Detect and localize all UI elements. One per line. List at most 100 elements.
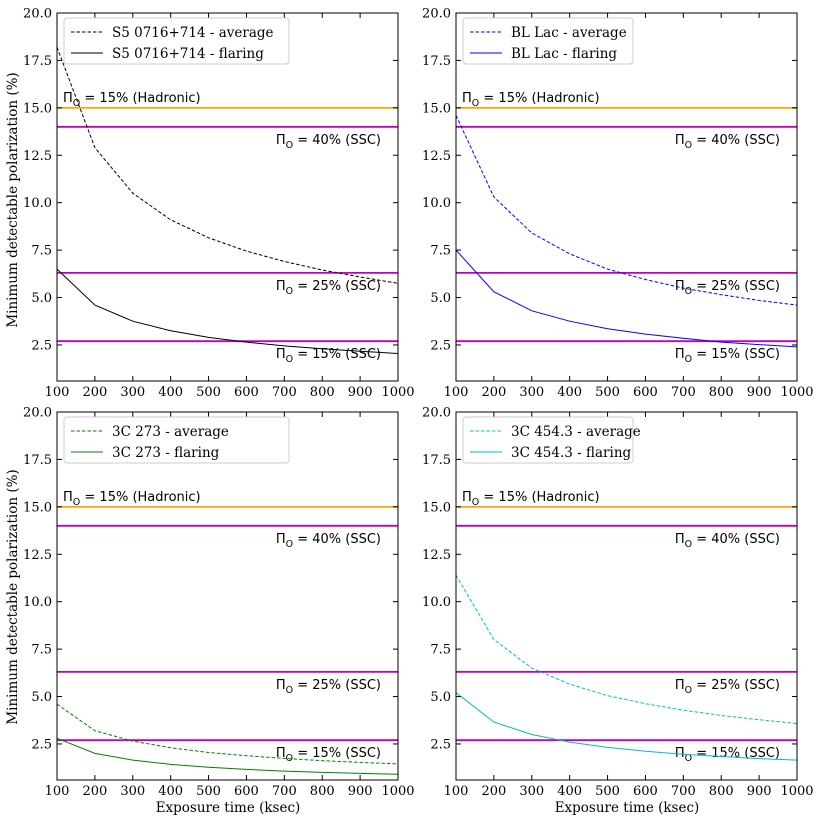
reference-label-text: = 40% (SSC) [293, 532, 381, 547]
x-tick-label: 900 [747, 784, 772, 799]
x-tick-label: 500 [196, 385, 221, 400]
x-axis-label-right: Exposure time (ksec) [555, 800, 700, 816]
reference-label-subscript: O [286, 140, 293, 151]
y-tick-label: 5.0 [31, 690, 52, 705]
y-tick-label: 2.5 [430, 338, 451, 353]
reference-label-symbol: Π [276, 678, 286, 693]
x-tick-label: 1000 [381, 385, 414, 400]
panel-3c-454-3: ΠO = 15% (Hadronic)ΠO = 40% (SSC)ΠO = 25… [422, 406, 814, 800]
reference-label-symbol: Π [462, 490, 472, 505]
reference-label-subscript: O [286, 539, 293, 550]
y-tick-label: 12.5 [422, 548, 451, 563]
y-tick-label: 17.5 [23, 453, 52, 468]
reference-label-text: = 40% (SSC) [692, 532, 780, 547]
reference-label: ΠO = 25% (SSC) [276, 279, 381, 297]
reference-label-symbol: Π [63, 490, 73, 505]
reference-label-text: = 15% (SSC) [692, 347, 780, 362]
reference-label: ΠO = 15% (Hadronic) [63, 91, 201, 109]
x-tick-label: 300 [120, 385, 145, 400]
legend-box [63, 17, 290, 65]
x-tick-label: 700 [671, 784, 696, 799]
x-tick-label: 200 [82, 385, 107, 400]
x-tick-label: 100 [444, 784, 469, 799]
reference-label-symbol: Π [276, 347, 286, 362]
x-tick-label: 800 [709, 784, 734, 799]
axes-frame [56, 12, 399, 382]
reference-label-subscript: O [472, 98, 479, 109]
x-tick-label: 300 [120, 784, 145, 799]
reference-label-text: = 40% (SSC) [293, 133, 381, 148]
reference-label-subscript: O [286, 685, 293, 696]
reference-label-text: = 15% (Hadronic) [80, 91, 200, 106]
x-axis-label-left: Exposure time (ksec) [156, 800, 301, 816]
x-tick-label: 700 [671, 385, 696, 400]
x-tick-label: 500 [595, 385, 620, 400]
x-tick-label: 1000 [780, 385, 813, 400]
y-tick-label: 10.0 [23, 595, 52, 610]
reference-label: ΠO = 25% (SSC) [675, 279, 780, 297]
y-tick-label: 17.5 [23, 54, 52, 69]
reference-label-subscript: O [685, 140, 692, 151]
y-tick-label: 17.5 [422, 54, 451, 69]
reference-label-text: = 15% (SSC) [692, 746, 780, 761]
x-tick-label: 200 [82, 784, 107, 799]
y-tick-label: 5.0 [31, 291, 52, 306]
series-line [56, 268, 399, 354]
reference-label-subscript: O [286, 354, 293, 365]
reference-label-symbol: Π [675, 347, 685, 362]
legend-entry: S5 0716+714 - flaring [112, 46, 264, 62]
legend-entry: 3C 273 - average [112, 424, 229, 440]
axes-frame [56, 411, 399, 781]
y-tick-label: 2.5 [430, 737, 451, 752]
x-tick-label: 1000 [381, 784, 414, 799]
series-line [56, 737, 399, 775]
reference-label-symbol: Π [276, 133, 286, 148]
y-tick-label: 2.5 [31, 338, 52, 353]
legend-entry: 3C 273 - flaring [112, 445, 220, 461]
x-tick-label: 100 [45, 385, 70, 400]
y-tick-label: 15.0 [23, 101, 52, 116]
reference-label: ΠO = 40% (SSC) [675, 532, 780, 550]
reference-label-symbol: Π [675, 133, 685, 148]
x-tick-label: 900 [747, 385, 772, 400]
reference-label-symbol: Π [675, 279, 685, 294]
y-tick-label: 20.0 [23, 406, 52, 421]
reference-label-symbol: Π [675, 678, 685, 693]
x-tick-label: 400 [557, 385, 582, 400]
reference-label-subscript: O [685, 753, 692, 764]
x-tick-label: 500 [595, 784, 620, 799]
x-tick-label: 300 [519, 385, 544, 400]
x-tick-label: 900 [348, 385, 373, 400]
y-tick-label: 12.5 [23, 548, 52, 563]
y-tick-label: 7.5 [31, 244, 52, 259]
x-tick-label: 700 [272, 784, 297, 799]
reference-label-subscript: O [685, 286, 692, 297]
axes-frame [455, 411, 798, 781]
y-axis-label-bottom: Minimum detectable polarization (%) [5, 469, 21, 724]
reference-label: ΠO = 15% (SSC) [276, 347, 381, 365]
reference-label: ΠO = 25% (SSC) [276, 678, 381, 696]
y-tick-label: 20.0 [422, 406, 451, 421]
legend-entry: 3C 454.3 - average [511, 424, 641, 440]
reference-label-text: = 40% (SSC) [692, 133, 780, 148]
reference-label-subscript: O [685, 685, 692, 696]
reference-label-subscript: O [73, 497, 80, 508]
x-tick-label: 100 [444, 385, 469, 400]
x-tick-label: 900 [348, 784, 373, 799]
y-tick-label: 15.0 [23, 500, 52, 515]
y-tick-label: 7.5 [430, 244, 451, 259]
x-tick-label: 400 [557, 784, 582, 799]
reference-label: ΠO = 15% (Hadronic) [63, 490, 201, 508]
reference-label-subscript: O [286, 286, 293, 297]
x-tick-label: 200 [481, 385, 506, 400]
reference-label-text: = 25% (SSC) [692, 279, 780, 294]
panel-bl-lac: ΠO = 15% (Hadronic)ΠO = 40% (SSC)ΠO = 25… [422, 7, 814, 401]
x-tick-label: 600 [633, 784, 658, 799]
x-tick-label: 100 [45, 784, 70, 799]
x-tick-label: 800 [310, 385, 335, 400]
reference-label-text: = 15% (Hadronic) [479, 490, 599, 505]
x-tick-label: 200 [481, 784, 506, 799]
y-tick-label: 12.5 [422, 149, 451, 164]
reference-label-subscript: O [73, 98, 80, 109]
